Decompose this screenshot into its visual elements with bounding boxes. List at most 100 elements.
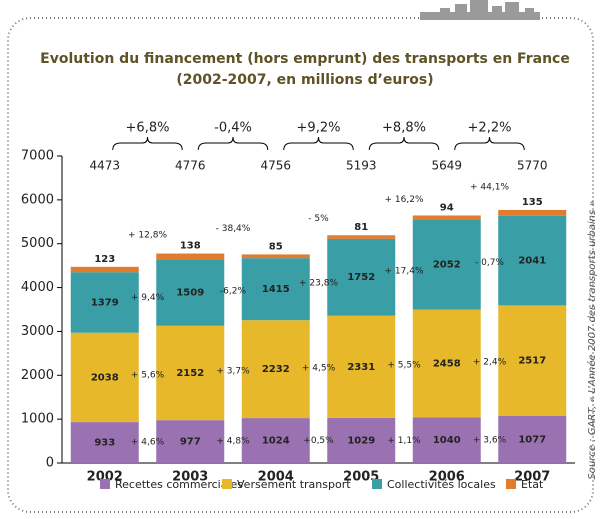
change-label: + 44,1% [470,183,509,193]
value-label: 2152 [176,368,204,379]
bar-segment [241,418,310,463]
value-label: 933 [94,438,115,449]
x-tick-label: 2004 [258,470,294,485]
change-label: + 1,1% [387,436,421,446]
value-label: 135 [522,197,543,208]
value-label: 94 [440,202,454,213]
value-label: 977 [180,437,201,448]
legend-label: Recettes commerciales [115,478,243,491]
bar-segment [412,417,481,463]
legend-swatch [506,479,516,489]
y-tick-label: 6000 [21,192,54,207]
value-label: 1029 [347,435,375,446]
bar-segment [498,209,567,216]
chart-subtitle: (2002-2007, en millions d’euros) [176,72,433,88]
y-tick-label: 5000 [21,236,54,251]
value-label: 2517 [518,356,546,367]
value-label: 1077 [518,434,546,445]
bar-segment [327,235,396,239]
y-tick-label: 2000 [21,368,54,383]
change-label: + 2,4% [473,358,507,368]
bar-segment [498,215,567,306]
bar-segment [70,272,139,333]
x-tick-label: 2007 [514,470,550,485]
legend-swatch [100,479,110,489]
total-change-label: +9,2% [297,121,341,136]
x-tick-label: 2005 [343,470,379,485]
total-change-label: +8,8% [382,121,426,136]
y-tick-label: 4000 [21,280,54,295]
chart-title: Evolution du financement (hors emprunt) … [40,51,570,67]
x-tick-label: 2003 [172,470,208,485]
change-label: + 4,8% [216,437,250,447]
x-tick-label: 2006 [429,470,465,485]
change-label: + 5,5% [387,361,421,371]
bar-segment [156,325,225,421]
change-label: -6,2% [220,286,247,296]
bracket [454,136,525,151]
change-label: + 4,5% [302,363,336,373]
legend-swatch [222,479,232,489]
change-label: + 4,6% [131,438,165,448]
bar-segment [327,238,396,316]
y-tick-label: 1000 [21,412,54,427]
total-label: 5649 [431,159,462,173]
change-label: + 17,4% [385,266,424,276]
y-tick-label: 0 [46,456,54,471]
value-label: 1024 [262,436,290,447]
change-label: + 16,2% [385,195,424,205]
bar-segment [412,309,481,418]
legend-label: Collectivités locales [387,478,496,491]
bracket [283,136,354,151]
change-label: + 3,7% [216,367,250,377]
total-label: 5770 [517,159,548,173]
value-label: 1752 [347,272,375,283]
y-tick-label: 7000 [21,149,54,164]
total-change-label: +6,8% [126,121,170,136]
value-label: 2041 [518,256,546,267]
bar-segment [412,215,481,220]
bar-segment [241,320,310,419]
bar-segment [70,266,139,273]
bar-segment [327,417,396,463]
value-label: 1415 [262,284,290,295]
change-label: + 9,4% [131,293,165,303]
value-label: 2232 [262,364,290,375]
bar-segment [156,259,225,326]
legend-label: Etat [521,478,544,491]
value-label: 1379 [91,297,119,308]
change-label: - 38,4% [216,224,251,234]
bracket [368,136,440,151]
change-label: - 0,7% [475,258,504,268]
bracket [112,136,183,151]
total-label: 5193 [346,159,377,173]
value-label: 1040 [433,435,461,446]
change-label: +0,5% [303,436,334,446]
bar-segment [70,422,139,463]
frame [7,17,594,513]
bar-segment [156,253,225,260]
value-label: 2458 [433,358,461,369]
value-label: 1509 [176,288,204,299]
change-label: + 12,8% [128,231,167,241]
value-label: 123 [94,254,115,265]
bar-segment [241,258,310,321]
value-label: 138 [180,241,201,252]
change-label: + 23,8% [299,279,338,289]
change-label: + 5,6% [131,371,165,381]
total-change-label: +2,2% [468,121,512,136]
bracket [197,136,269,151]
total-label: 4776 [175,159,206,173]
bar-segment [498,305,567,416]
bar-segment [498,415,567,463]
value-label: 85 [269,241,283,252]
total-change-label: -0,4% [214,121,252,136]
change-label: - 5% [308,214,329,224]
change-label: + 3,6% [473,435,507,445]
y-tick-label: 3000 [21,324,54,339]
bar-segment [241,254,310,259]
value-label: 2331 [347,362,375,373]
bar-segment [327,315,396,418]
